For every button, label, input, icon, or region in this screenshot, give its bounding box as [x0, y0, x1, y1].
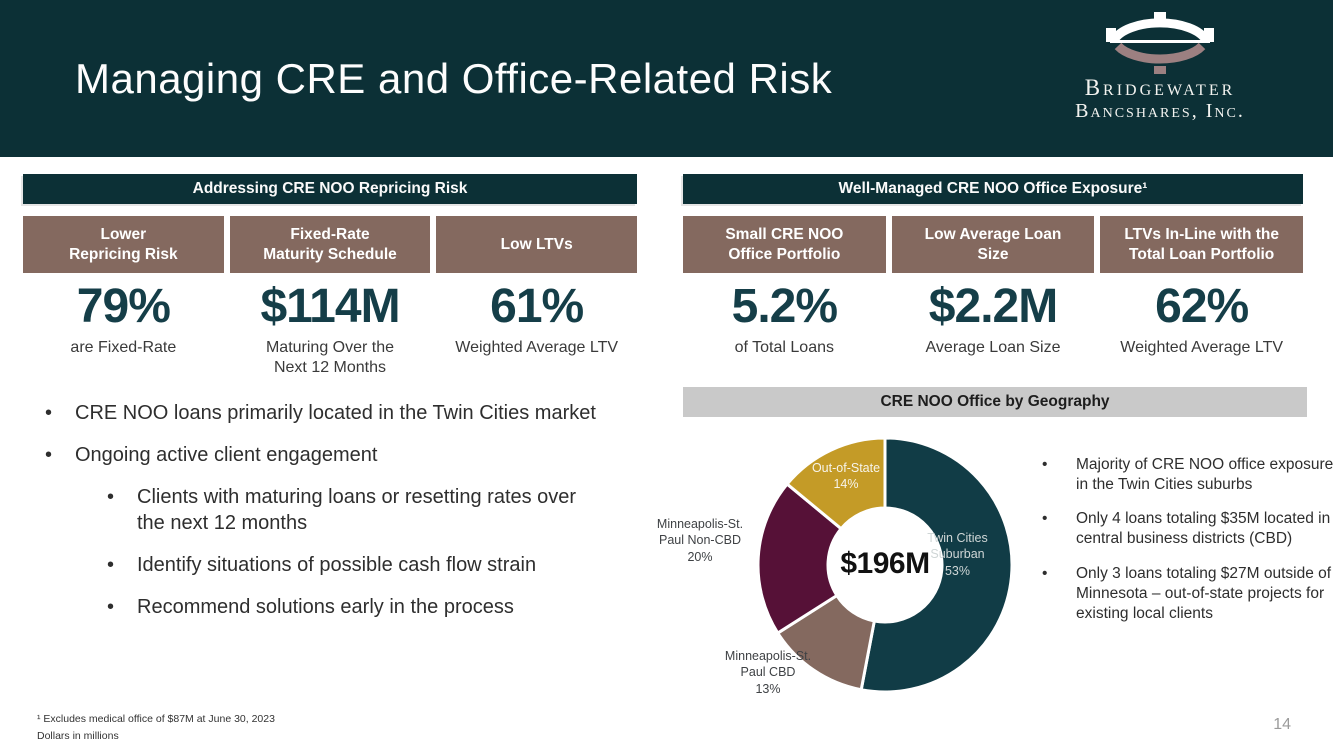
geography-donut-chart	[756, 436, 1014, 694]
slice-percent: 13%	[755, 681, 781, 696]
logo-text-line1: Bridgewater	[1084, 75, 1236, 100]
office-exposure-panel: Well-Managed CRE NOO Office Exposure¹ Sm…	[683, 174, 1304, 358]
exposure-panel-header: Well-Managed CRE NOO Office Exposure¹	[683, 174, 1303, 204]
slice-label: Out-of-State	[811, 461, 881, 475]
donut-label-out-of-state: Out-of-State 14%	[790, 460, 902, 493]
bullet-marker	[107, 594, 137, 620]
bullet-text: Ongoing active client engagement	[75, 444, 378, 466]
page-title: Managing CRE and Office-Related Risk	[75, 54, 833, 102]
list-subitem: Clients with maturing loans or resetting…	[107, 484, 675, 536]
stat-total-loans-caption: of Total Loans	[734, 339, 834, 357]
bullet-text: CRE NOO loans primarily located in the T…	[75, 402, 596, 424]
slice-percent: 20%	[687, 549, 713, 564]
repricing-stats-row: 79% are Fixed-Rate $114M Maturing Over t…	[23, 280, 637, 378]
list-subitem: Recommend solutions early in the process	[107, 594, 675, 620]
geography-notes-list: Majority of CRE NOO office exposure in t…	[1042, 455, 1333, 638]
bullet-text: Recommend solutions early in the process	[137, 596, 514, 618]
exposure-boxes-row: Small CRE NOO Office Portfolio Low Avera…	[683, 216, 1304, 273]
donut-slice-2	[756, 481, 844, 636]
bullet-marker	[45, 400, 75, 426]
slice-label: Twin Cities Suburban	[927, 531, 988, 562]
exposure-stats-row: 5.2% of Total Loans $2.2M Average Loan S…	[683, 280, 1303, 358]
stat-wavg-ltv-caption: Weighted Average LTV	[455, 339, 619, 357]
donut-slice-0	[859, 436, 1014, 694]
box-low-avg-loan: Low Average Loan Size	[891, 216, 1095, 273]
stat-office-wavg-ltv: 62%	[1155, 280, 1249, 333]
list-item: Only 3 loans totaling $27M outside of Mi…	[1042, 564, 1333, 624]
bullet-text: Only 4 loans totaling $35M located in ce…	[1076, 510, 1331, 548]
stat-avg-loan-size: $2.2M	[928, 280, 1058, 333]
box-fixed-rate-maturity: Fixed-Rate Maturity Schedule	[229, 216, 431, 273]
list-item: CRE NOO loans primarily located in the T…	[45, 400, 675, 426]
footnote-2: Dollars in millions	[37, 730, 119, 743]
stat-maturing-caption: Maturing Over the Next 12 Months	[265, 339, 395, 377]
bridge-logo-icon	[1106, 12, 1214, 74]
bullet-marker	[45, 442, 75, 468]
stat-fixed-rate-pct: 79%	[76, 280, 171, 333]
slice-label: Minneapolis-St. Paul Non-CBD	[656, 517, 744, 548]
donut-slice-3	[785, 436, 887, 531]
stat-avg-loan-caption: Average Loan Size	[925, 339, 1061, 357]
company-logo: Bridgewater Bancshares, Inc.	[1025, 10, 1295, 123]
box-lower-repricing-risk: Lower Repricing Risk	[23, 216, 224, 273]
list-subitem: Identify situations of possible cash flo…	[107, 552, 675, 578]
key-points-list: CRE NOO loans primarily located in the T…	[45, 400, 675, 636]
list-item: Majority of CRE NOO office exposure in t…	[1042, 455, 1333, 495]
donut-label-twin-cities-suburban: Twin Cities Suburban 53%	[905, 530, 1010, 579]
bullet-text: Clients with maturing loans or resetting…	[137, 486, 577, 534]
donut-label-msp-cbd: Minneapolis-St. Paul CBD 13%	[713, 648, 823, 697]
repricing-risk-panel: Addressing CRE NOO Repricing Risk Lower …	[23, 174, 638, 378]
geography-section-header: CRE NOO Office by Geography	[683, 387, 1307, 417]
stat-wavg-ltv: 61%	[490, 280, 584, 333]
stat-fixed-rate-caption: are Fixed-Rate	[70, 339, 177, 357]
slice-label: Minneapolis-St. Paul CBD	[724, 649, 812, 680]
bullet-text: Only 3 loans totaling $27M outside of Mi…	[1076, 564, 1332, 622]
slice-percent: 14%	[833, 477, 859, 492]
page-number: 14	[1273, 716, 1291, 733]
slice-percent: 53%	[944, 563, 971, 578]
repricing-boxes-row: Lower Repricing Risk Fixed-Rate Maturity…	[23, 216, 638, 273]
logo-text-line2: Bancshares, Inc.	[1075, 100, 1245, 123]
stat-total-loans-pct: 5.2%	[731, 280, 838, 333]
stat-maturing-amount: $114M	[260, 280, 400, 333]
list-item: Only 4 loans totaling $35M located in ce…	[1042, 509, 1333, 549]
bullet-marker	[1042, 564, 1076, 624]
bullet-marker	[107, 552, 137, 578]
bullet-marker	[107, 484, 137, 536]
repricing-panel-header: Addressing CRE NOO Repricing Risk	[23, 174, 637, 204]
donut-center-total: $196M	[840, 547, 930, 580]
bullet-text: Majority of CRE NOO office exposure in t…	[1076, 456, 1333, 494]
bullet-text: Identify situations of possible cash flo…	[137, 554, 537, 576]
bullet-marker	[1042, 455, 1076, 495]
box-low-ltvs: Low LTVs	[436, 216, 638, 273]
header-band: Managing CRE and Office-Related Risk Bri…	[0, 0, 1333, 157]
stat-office-wavg-ltv-caption: Weighted Average LTV	[1120, 339, 1284, 357]
donut-label-msp-non-cbd: Minneapolis-St. Paul Non-CBD 20%	[650, 516, 750, 565]
bullet-marker	[1042, 509, 1076, 549]
list-item: Ongoing active client engagement	[45, 442, 675, 468]
footnote-1: ¹ Excludes medical office of $87M at Jun…	[37, 713, 275, 725]
box-small-portfolio: Small CRE NOO Office Portfolio	[683, 216, 886, 273]
box-ltvs-in-line: LTVs In-Line with the Total Loan Portfol…	[1100, 216, 1304, 273]
footnotes: ¹ Excludes medical office of $87M at Jun…	[37, 711, 275, 746]
